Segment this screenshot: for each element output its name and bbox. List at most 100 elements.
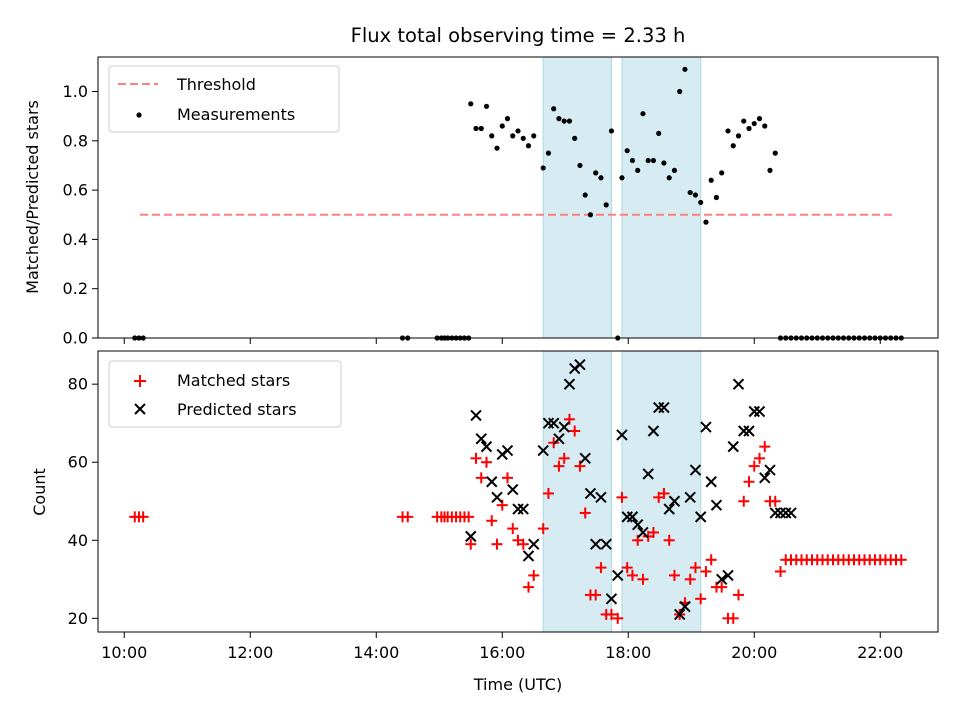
predicted-star-marker — [759, 472, 771, 484]
matched-star-marker — [689, 562, 701, 574]
matched-star-marker — [569, 425, 581, 437]
predicted-star-marker — [785, 507, 797, 519]
matched-star-marker — [626, 569, 638, 581]
predicted-star-marker — [574, 358, 586, 371]
matched-star-marker — [759, 441, 771, 453]
measurement-point — [619, 175, 625, 181]
count-y-ticks: 20 40 60 80 — [68, 375, 98, 628]
predicted-star-marker — [528, 538, 540, 550]
predicted-star-marker — [465, 530, 477, 543]
measurement-point — [692, 192, 699, 198]
predicted-star-marker — [642, 468, 654, 480]
measurement-point — [629, 157, 636, 164]
measurement-point — [730, 143, 736, 149]
predicted-star-marker — [689, 464, 702, 476]
y-tick-label: 0.2 — [63, 279, 88, 298]
measurement-point — [582, 192, 588, 198]
predicted-star-marker — [470, 409, 482, 422]
measurement-point — [473, 125, 479, 132]
ratio-legend-box — [108, 65, 340, 133]
predicted-star-marker — [579, 452, 591, 465]
matched-star-marker — [590, 589, 602, 601]
measurement-point — [645, 157, 651, 164]
measurement-point — [489, 133, 495, 139]
measurement-point — [772, 150, 778, 156]
matched-star-marker — [558, 452, 570, 464]
measurement-point — [656, 130, 662, 137]
ratio-plot-frame — [97, 56, 939, 339]
matched-star-marker — [738, 495, 750, 507]
matched-star-marker — [491, 538, 503, 550]
matched-star-marker — [463, 511, 475, 523]
measurement-point — [661, 160, 667, 166]
predicted-star-marker — [684, 491, 696, 504]
predicted-star-marker — [537, 444, 549, 457]
matched-star-marker — [486, 515, 498, 527]
matched-star-marker — [553, 460, 565, 472]
y-tick-label: 80 — [68, 375, 88, 394]
matched-star-marker — [507, 523, 519, 535]
observing-interval-1 — [621, 350, 702, 633]
chart-title: Flux total observing time = 2.33 h — [351, 24, 686, 47]
predicted-legend-swatch — [134, 403, 146, 415]
matched-star-markers — [129, 413, 907, 624]
observing-interval-1 — [621, 56, 702, 339]
predicted-star-marker — [631, 518, 644, 531]
predicted-star-marker — [616, 429, 628, 441]
ratio-panel: 0.0 0.2 0.4 0.6 0.8 1.0 Matched/Predicted sta… — [23, 56, 939, 348]
measurement-point — [525, 143, 532, 149]
matched-star-marker — [663, 534, 675, 546]
measurement-point — [598, 175, 604, 181]
matched-star-marker — [542, 487, 554, 499]
observing-intervals — [542, 56, 702, 339]
x-axis-label: Time (UTC) — [473, 675, 562, 694]
measurement-point — [624, 148, 630, 154]
predicted-star-marker — [475, 433, 487, 445]
measurement-point — [751, 120, 757, 127]
predicted-star-marker — [486, 476, 498, 488]
matched-star-marker — [616, 491, 628, 503]
ratio-x-ticks — [123, 338, 881, 344]
matched-star-marker — [700, 566, 712, 578]
measurement-point — [719, 170, 725, 176]
predicted-star-marker — [621, 511, 633, 523]
predicted-star-marker — [491, 491, 503, 504]
predicted-star-marker — [626, 511, 639, 523]
y-tick-label: 40 — [68, 531, 88, 550]
predicted-star-marker — [700, 421, 712, 433]
matched-star-marker — [605, 608, 617, 620]
predicted-star-marker — [738, 425, 750, 437]
x-tick-label: 22:00 — [857, 643, 903, 662]
x-tick-label: 10:00 — [101, 643, 147, 662]
measurements-legend-swatch — [136, 112, 142, 118]
predicted-star-marker — [673, 608, 686, 621]
predicted-star-marker — [553, 433, 565, 445]
y-tick-label: 1.0 — [63, 82, 88, 101]
predicted-star-marker — [605, 593, 618, 605]
measurement-point — [677, 88, 683, 95]
measurement-point — [767, 167, 773, 173]
measurement-point — [551, 106, 557, 112]
predicted-star-marker — [563, 378, 576, 390]
measurements-legend-label: Measurements — [177, 105, 295, 124]
matched-star-marker — [502, 472, 513, 484]
y-tick-label: 20 — [68, 609, 88, 628]
matched-star-marker — [481, 456, 492, 468]
matched-star-marker — [528, 569, 540, 581]
predicted-star-marker — [732, 378, 745, 390]
predicted-star-marker — [647, 425, 660, 437]
predicted-star-marker — [480, 440, 493, 453]
measurement-point — [494, 145, 500, 151]
measurement-point — [510, 133, 516, 139]
predicted-star-marker — [652, 401, 665, 414]
predicted-star-marker — [748, 405, 760, 418]
matched-star-marker — [612, 612, 624, 624]
predicted-star-marker — [547, 417, 560, 429]
measurement-point — [671, 167, 678, 173]
matched-star-marker — [895, 554, 907, 566]
measurement-point — [735, 133, 742, 139]
predicted-star-marker — [753, 405, 766, 418]
measurement-point — [577, 162, 583, 169]
measurement-point — [566, 118, 573, 124]
predicted-star-marker — [663, 503, 675, 515]
